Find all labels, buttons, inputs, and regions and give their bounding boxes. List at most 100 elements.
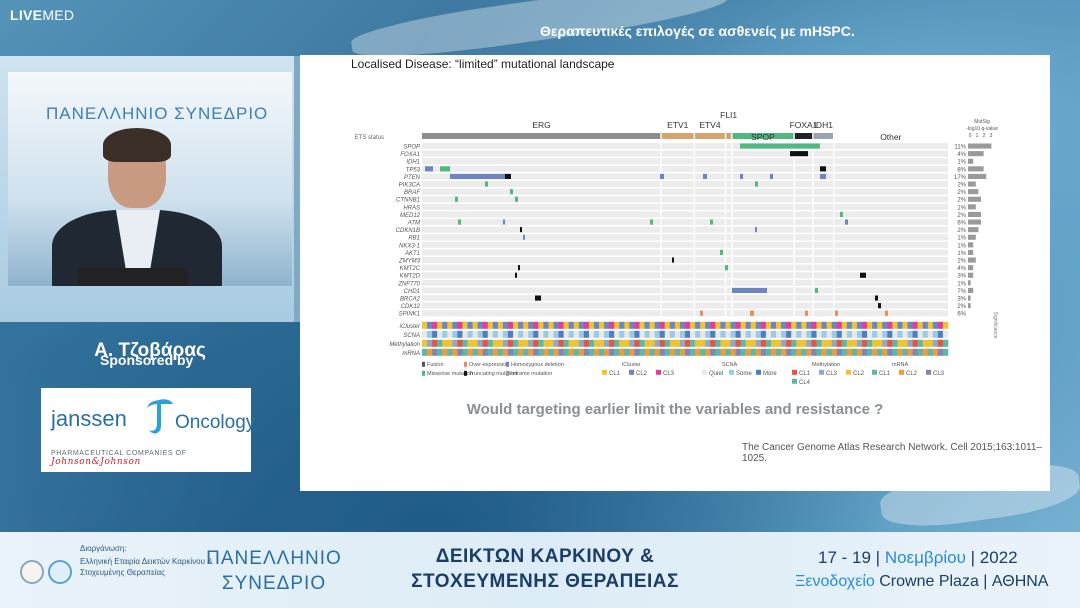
mutsig-bar [968, 242, 974, 248]
gene-row-percent: 1% [957, 251, 966, 257]
bottom-track-cell [497, 321, 504, 329]
legend-swatch [899, 369, 904, 375]
bottom-track-cell [755, 321, 762, 329]
bottom-track-label: Methylation [389, 342, 420, 348]
gene-row-label: HRAS [403, 205, 420, 211]
bottom-track-cell [604, 330, 610, 338]
bottom-track-cell [745, 348, 752, 356]
bottom-track-cell [922, 348, 929, 356]
bottom-track-cell [462, 330, 468, 338]
bottom-track-cell [690, 348, 696, 356]
bottom-track-cell [533, 321, 539, 329]
bottom-track-cell [604, 339, 610, 347]
bottom-track-cell [568, 348, 575, 356]
bottom-track-cell [523, 348, 529, 356]
bottom-track-cell [902, 339, 908, 347]
bottom-track-cell [811, 321, 817, 329]
bottom-track-cell [654, 321, 661, 329]
bottom-track-cell [502, 321, 509, 329]
bottom-track-cell [497, 330, 504, 338]
gene-row-percent: 2% [957, 259, 966, 265]
bottom-track-cell [442, 330, 448, 338]
bottom-track-cell [477, 348, 483, 356]
bottom-track-cell [593, 321, 600, 329]
bottom-track-cell [806, 348, 812, 356]
bottom-track-cell [796, 330, 802, 338]
organizer-name: Ελληνική Εταιρία Δεικτών Καρκίνου & Στοχ… [80, 557, 213, 577]
bottom-track-cell [533, 330, 539, 338]
bottom-track-cell [942, 348, 949, 356]
legend-label: Some [736, 371, 752, 377]
gene-row-percent: 2% [957, 190, 966, 196]
bottom-track-cell [887, 330, 893, 338]
legend-label: CL3 [663, 371, 675, 377]
ets-group-label: ETV1 [667, 120, 689, 130]
backdrop-conference-text: ΠΑΝΕΛΛΗΝΙΟ ΣΥΝΕΔΡΙΟ [46, 104, 269, 123]
bottom-track-cell [942, 339, 949, 347]
bottom-track-cell [786, 330, 792, 338]
alteration-mark [703, 173, 707, 179]
bottom-track-cell [634, 321, 640, 329]
bottom-track-cell [892, 321, 898, 329]
bottom-track-cell [422, 321, 428, 329]
alteration-mark [515, 196, 518, 202]
alteration-mark [660, 173, 664, 179]
bottom-track-cell [831, 339, 838, 347]
bottom-track-cell [568, 339, 575, 347]
bottom-track-cell [619, 339, 625, 347]
bottom-track-cell [442, 348, 448, 356]
bottom-track-cell [593, 348, 600, 356]
conference-title-main: ΔΕΙΚΤΩΝ ΚΑΡΚΙΝΟΥ & ΣΤΟΧΕΥΜΕΝΗΣ ΘΕΡΑΠΕΙΑΣ [411, 546, 679, 592]
slide-title: Θεραπευτικές επιλογές σε ασθενείς με mHS… [540, 23, 855, 39]
bottom-track-cell [846, 321, 853, 329]
gene-row-track [422, 173, 948, 180]
gene-row-track [422, 302, 948, 309]
gene-row-label: MED12 [400, 213, 421, 219]
bottom-track-cell [811, 339, 817, 347]
bottom-track-cell [649, 321, 655, 329]
bottom-track-cell [604, 348, 610, 356]
bottom-track-cell [538, 330, 544, 338]
bottom-track-cell [897, 321, 903, 329]
bottom-track-cell [649, 330, 655, 338]
bottom-track-cell [674, 321, 681, 329]
bottom-track-cell [629, 348, 635, 356]
alteration-mark [672, 257, 674, 263]
bottom-track-cell [740, 348, 746, 356]
alteration-mark [458, 219, 461, 225]
bottom-track-cell [664, 348, 671, 356]
bottom-track-cell [568, 321, 575, 329]
bottom-track-cell [735, 348, 741, 356]
bottom-track-cell [578, 321, 585, 329]
bottom-track-cell [624, 339, 630, 347]
gene-row-label: ZNF770 [397, 281, 420, 287]
oncology-wordmark: Oncology [175, 412, 256, 433]
alteration-mark [878, 303, 881, 309]
bottom-track-cell [457, 348, 463, 356]
bottom-track-cell [573, 330, 580, 338]
bottom-track-cell [882, 321, 888, 329]
bottom-track-cell [907, 348, 913, 356]
bottom-track-cell [599, 339, 605, 347]
bottom-track-cell [841, 339, 848, 347]
alteration-mark [750, 310, 754, 316]
bottom-track-label: mRNA [402, 351, 420, 357]
bottom-track-cell [816, 339, 822, 347]
bottom-track-cell [720, 348, 726, 356]
bottom-track-cell [578, 330, 585, 338]
bottom-track-cell [725, 348, 731, 356]
bottom-track-cell [447, 339, 453, 347]
bottom-track-cell [801, 348, 807, 356]
bottom-track-cell [725, 321, 731, 329]
podium [78, 268, 188, 286]
mutsig-bar [968, 280, 971, 286]
alteration-mark [835, 310, 838, 316]
mutsig-bar [968, 257, 976, 263]
gene-row-percent: 4% [957, 152, 966, 158]
bottom-track-cell [487, 321, 494, 329]
ets-group-label: IDH1 [814, 120, 834, 130]
gene-row-percent: 3% [957, 274, 966, 280]
bottom-track-cell [942, 321, 949, 329]
bottom-track-cell [872, 348, 878, 356]
bottom-track-cell [573, 339, 580, 347]
